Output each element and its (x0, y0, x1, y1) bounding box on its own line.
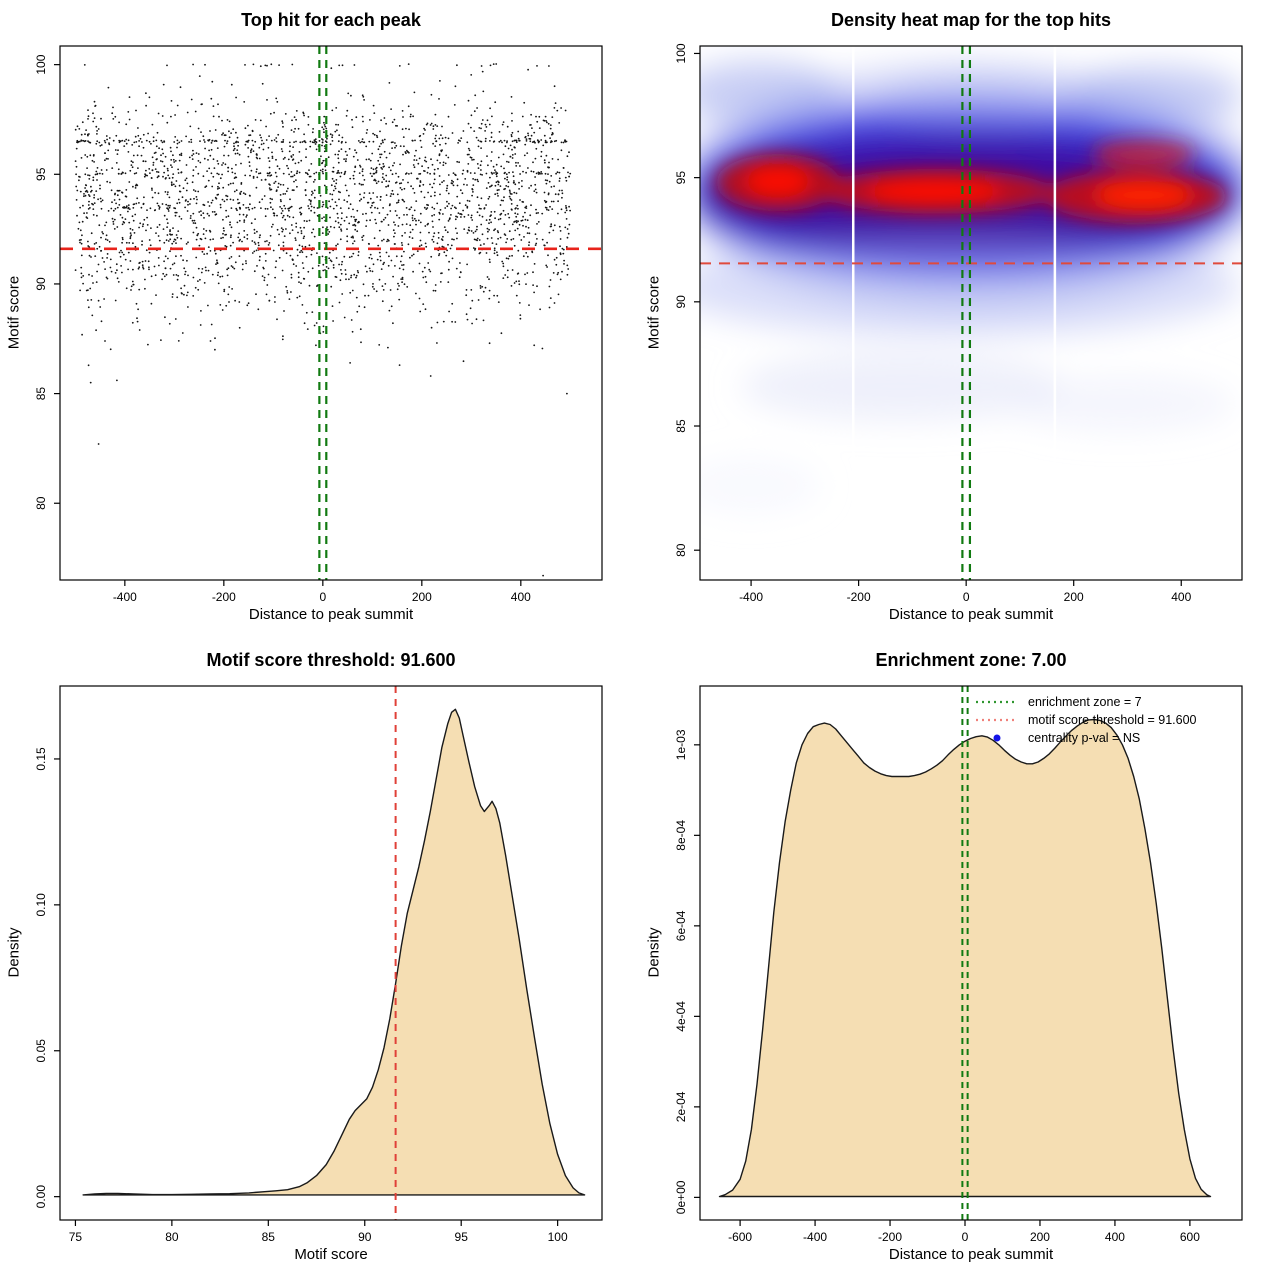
svg-text:0e+00: 0e+00 (674, 1180, 688, 1214)
panel-distance-density: -600 -400 -200 0 200 400 600 0e+00 2e-04 4e-04 6e-… (640, 640, 1280, 1280)
svg-text:90: 90 (34, 277, 48, 291)
svg-text:0: 0 (962, 1230, 969, 1244)
svg-text:400: 400 (1171, 590, 1191, 604)
svg-text:centrality p-val = NS: centrality p-val = NS (1028, 731, 1140, 745)
top-hit-scatter-ylabel: Motif score (5, 275, 23, 350)
svg-text:200: 200 (412, 590, 432, 604)
svg-text:90: 90 (358, 1230, 372, 1244)
density-heatmap-title: Density heat map for the top hits (830, 10, 1112, 30)
svg-text:motif score threshold = 91.600: motif score threshold = 91.600 (1028, 713, 1197, 727)
svg-text:0: 0 (319, 590, 326, 604)
svg-text:80: 80 (674, 543, 688, 557)
svg-text:6e-04: 6e-04 (674, 910, 688, 941)
svg-text:-400: -400 (739, 590, 763, 604)
svg-text:-400: -400 (803, 1230, 827, 1244)
top-hit-scatter-xlabel: Distance to peak summit (248, 606, 414, 623)
svg-text:1e-03: 1e-03 (674, 729, 688, 760)
svg-text:-200: -200 (847, 590, 871, 604)
svg-text:80: 80 (34, 496, 48, 510)
svg-text:2e-04: 2e-04 (674, 1091, 688, 1122)
motif-score-density-canvas: 75 80 85 90 95 100 0.00 0.05 0.10 0.15 (34, 685, 603, 1244)
svg-text:-200: -200 (878, 1230, 902, 1244)
svg-text:100: 100 (674, 43, 688, 63)
panel-top-hit-scatter: -400 -200 0 200 400 80 85 90 95 100 Top hit for e… (0, 0, 640, 640)
svg-text:90: 90 (674, 295, 688, 309)
svg-text:400: 400 (511, 590, 531, 604)
distance-density-xlabel: Distance to peak summit (888, 1246, 1054, 1263)
svg-text:0: 0 (963, 590, 970, 604)
svg-text:85: 85 (262, 1230, 276, 1244)
svg-text:0.00: 0.00 (34, 1185, 48, 1209)
svg-text:-400: -400 (113, 590, 137, 604)
top-hit-scatter-canvas: -400 -200 0 200 400 80 85 90 95 100 (34, 45, 603, 604)
svg-text:4e-04: 4e-04 (674, 1001, 688, 1032)
distance-density-title: Enrichment zone: 7.00 (875, 650, 1067, 670)
motif-score-density-xlabel: Motif score (294, 1246, 368, 1263)
distance-density-canvas: -600 -400 -200 0 200 400 600 0e+00 2e-04 4e-04 6e-… (674, 685, 1243, 1244)
svg-text:0.05: 0.05 (34, 1039, 48, 1063)
motif-score-density-title: Motif score threshold: 91.600 (206, 650, 456, 670)
density-heatmap-canvas: -400 -200 0 200 400 80 85 90 95 100 (674, 43, 1243, 604)
svg-text:200: 200 (1030, 1230, 1050, 1244)
motif-score-density-ylabel: Density (5, 927, 23, 978)
svg-text:80: 80 (165, 1230, 179, 1244)
panel-density-heatmap: -400 -200 0 200 400 80 85 90 95 100 Density heat … (640, 0, 1280, 640)
svg-text:95: 95 (34, 167, 48, 181)
svg-text:85: 85 (674, 419, 688, 433)
svg-text:95: 95 (674, 171, 688, 185)
svg-text:-600: -600 (728, 1230, 752, 1244)
svg-text:400: 400 (1105, 1230, 1125, 1244)
top-hit-scatter-title: Top hit for each peak (241, 10, 421, 30)
svg-text:100: 100 (34, 54, 48, 74)
svg-text:85: 85 (34, 387, 48, 401)
svg-text:8e-04: 8e-04 (674, 820, 688, 851)
svg-text:0.10: 0.10 (34, 893, 48, 917)
density-heatmap-xlabel: Distance to peak summit (888, 606, 1054, 623)
svg-text:600: 600 (1180, 1230, 1200, 1244)
svg-text:100: 100 (548, 1230, 568, 1244)
svg-text:enrichment zone = 7: enrichment zone = 7 (1028, 695, 1142, 709)
density-heatmap-ylabel: Motif score (645, 275, 663, 350)
panel-motif-score-density: 75 80 85 90 95 100 0.00 0.05 0.10 0.15 Motif scor… (0, 640, 640, 1280)
svg-text:200: 200 (1064, 590, 1084, 604)
svg-text:75: 75 (69, 1230, 83, 1244)
svg-text:0.15: 0.15 (34, 747, 48, 771)
svg-text:-200: -200 (212, 590, 236, 604)
distance-density-ylabel: Density (645, 927, 663, 978)
svg-text:95: 95 (455, 1230, 469, 1244)
